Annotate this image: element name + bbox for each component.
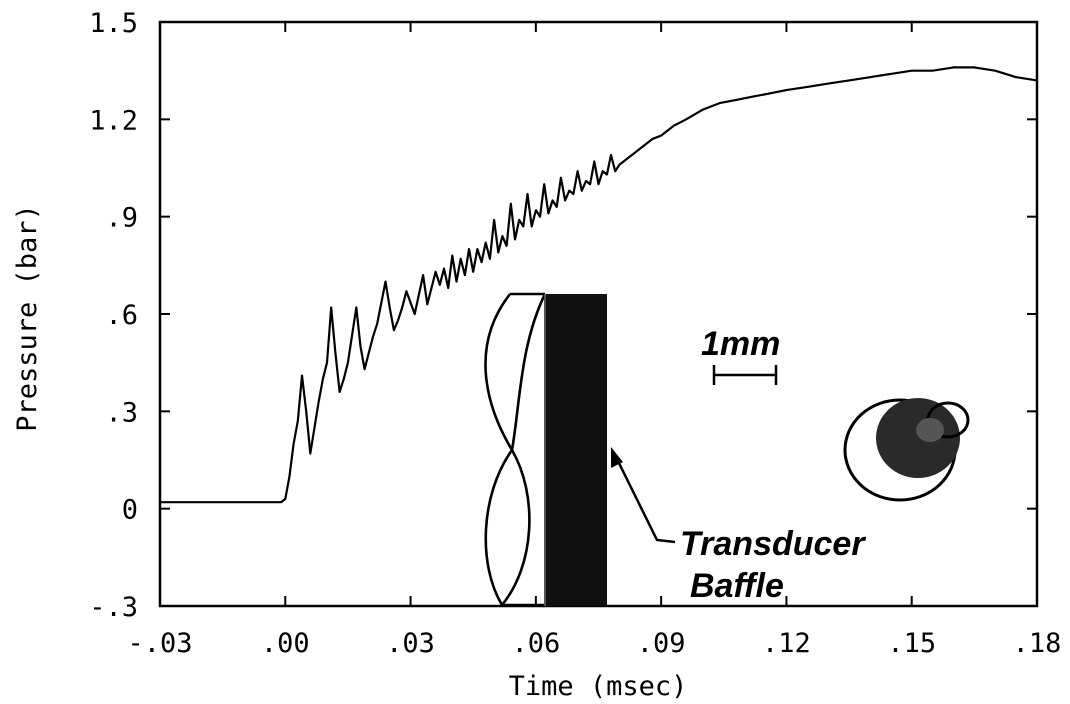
callout-label-line1: Transducer (680, 525, 866, 563)
axis-ticks (159, 21, 1038, 607)
bubble-inset (484, 292, 607, 607)
x-tick-label: .18 (1013, 628, 1062, 659)
bubble-cross-section (843, 398, 970, 502)
transducer-baffle (545, 294, 607, 606)
y-axis-title: Pressure (bar) (12, 204, 43, 432)
x-tick-label: .09 (637, 628, 686, 659)
y-tick-label: 0 (122, 495, 138, 526)
x-tick-label: .15 (887, 628, 936, 659)
x-tick-label: -.03 (127, 628, 192, 659)
bubble-profile (484, 293, 547, 606)
y-tick-label: .6 (105, 300, 138, 331)
scale-bar (712, 365, 778, 385)
x-tick-label: .12 (762, 628, 811, 659)
callout-arrow (611, 447, 676, 544)
pressure-series-line (160, 66, 1038, 504)
x-tick-label: .03 (386, 628, 435, 659)
y-tick-label: .3 (105, 397, 138, 428)
x-tick-label: .00 (261, 628, 310, 659)
y-tick-labels: -.3 0 .3 .6 .9 1.2 1.5 (89, 8, 138, 623)
y-tick-label: 1.2 (89, 105, 138, 136)
x-tick-label: .06 (511, 628, 560, 659)
x-tick-labels: -.03 .00 .03 .06 .09 .12 .15 .18 (127, 628, 1061, 659)
y-tick-label: 1.5 (89, 8, 138, 39)
y-tick-label: .9 (105, 203, 138, 234)
x-axis-title: Time (msec) (509, 671, 688, 702)
callout-label-line2: Baffle (690, 567, 784, 605)
y-tick-label: -.3 (89, 592, 138, 623)
scale-bar-label: 1mm (701, 325, 780, 363)
